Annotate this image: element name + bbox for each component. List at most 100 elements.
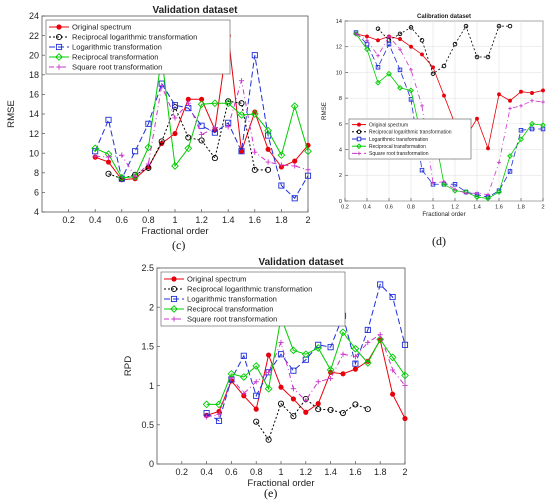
data-point [463,23,469,29]
data-point [419,167,425,173]
x-tick-label: 1.2 [451,205,459,211]
legend-label: Reciprocal transformation [369,144,426,150]
chart-title: Calibration dataset [417,14,471,20]
data-point [397,31,403,37]
data-point [265,166,272,173]
data-point [430,71,436,76]
data-point [278,182,285,189]
x-tick-label: 1.8 [517,205,525,211]
x-tick-label: 0.4 [200,467,213,477]
data-point [315,406,322,413]
series-1 [375,23,513,76]
legend-label: Reciprocal transformation [72,53,159,62]
data-point [92,153,98,159]
series-line [206,333,406,418]
legend-marker [356,136,362,142]
chart-title: Validation dataset [258,257,344,268]
data-point [364,46,370,53]
data-point [326,366,335,374]
x-tick-label: 0.8 [142,215,155,225]
x-tick-label: 2 [541,205,544,211]
data-point [119,152,125,158]
data-point [131,172,139,181]
data-point [377,332,383,338]
y-tick-label: 10 [29,148,39,158]
legend-marker [357,151,361,156]
data-point [402,415,408,422]
x-tick-label: 1.8 [275,215,288,225]
data-point [301,350,310,359]
data-point [375,79,381,86]
data-point [474,54,480,60]
data-point [132,148,139,155]
data-point [541,100,545,104]
data-point [507,23,513,29]
data-point [289,346,298,355]
y-tick-label: 12 [29,129,39,139]
data-point [215,417,223,424]
data-point [507,153,513,159]
legend-marker [170,285,178,293]
y-tick-label: 24 [29,11,39,21]
data-point [376,335,385,344]
data-point [376,53,380,58]
data-point [290,102,299,111]
data-point [184,144,193,153]
y-tick-label: 10 [336,70,342,76]
x-tick-label: 1.8 [374,467,387,477]
data-point [303,409,309,415]
data-point [365,38,369,43]
data-point [431,181,435,185]
data-point [352,353,358,360]
data-point [265,146,271,152]
data-point [420,52,424,57]
data-point [397,84,403,91]
data-point [442,93,446,98]
y-tick-label: 8 [339,96,342,102]
data-point [431,65,435,70]
data-point [364,41,370,47]
data-point [277,151,286,160]
data-point [238,100,245,107]
data-point [474,194,480,201]
data-point [496,23,502,29]
legend-box [348,118,472,160]
data-point [340,371,346,377]
data-point [265,436,272,443]
series-line [94,55,309,200]
data-point [224,99,233,108]
data-point [204,414,210,420]
data-point [390,391,396,397]
legend-label: Square root transformation [72,63,162,72]
data-point [105,116,112,123]
legend-marker [171,316,177,322]
series-line [94,57,309,179]
data-point [518,136,524,143]
x-tick-label: 0.2 [341,205,349,211]
data-point [441,181,447,188]
data-point [375,65,381,70]
data-point [253,392,260,399]
y-tick-label: 0 [339,199,342,205]
data-point [290,396,296,402]
data-point [363,358,372,367]
data-point [132,174,138,180]
data-point [541,88,545,93]
x-tick-label: 1.4 [473,205,481,211]
data-point [264,384,273,393]
legend-label: Logarithmic transformation [187,295,277,304]
data-point [352,360,359,367]
legend-marker [56,64,62,70]
data-point [185,134,192,141]
data-point [402,383,408,389]
series-line [355,33,544,150]
data-point [197,100,206,109]
data-point [278,162,284,168]
data-point [388,353,397,362]
legend-marker [55,53,63,61]
series-3 [91,53,312,182]
x-tick-label: 0.8 [407,205,415,211]
data-point [290,386,296,392]
data-point [401,371,409,380]
